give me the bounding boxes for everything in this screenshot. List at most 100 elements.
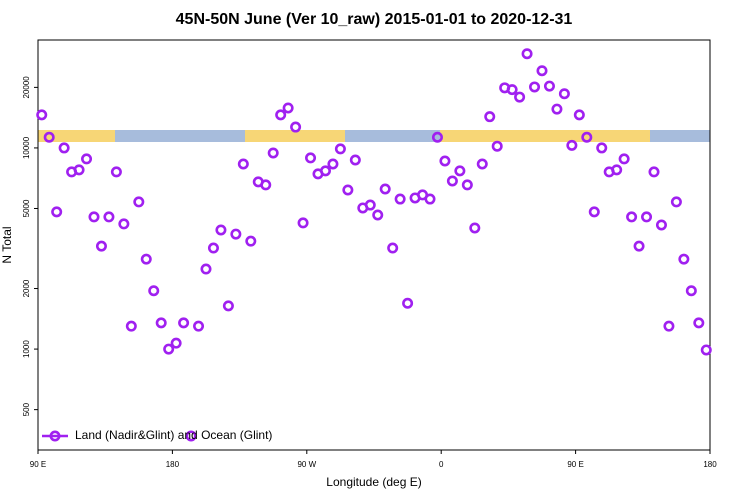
data-point [215,224,227,236]
data-point [633,240,645,252]
data-point [267,147,279,159]
x-tick-label: 0 [439,460,444,469]
data-point [693,317,705,329]
x-tick-label: 180 [703,460,717,469]
data-point [163,343,175,355]
data-point [521,48,533,60]
data-point [529,81,541,93]
data-point [282,102,294,114]
data-point [364,199,376,211]
land-band [245,130,345,142]
plot-frame [37,39,711,451]
legend-label: Land (Nadir&Glint) and Ocean (Glint) [75,428,272,442]
data-point [43,131,55,143]
ocean-band [345,130,440,142]
data-point [461,179,473,191]
data-point [110,166,122,178]
data-point [342,184,354,196]
data-point [349,154,361,166]
data-point [700,344,712,356]
data-point [193,320,205,332]
y-tick-label: 20000 [22,76,31,99]
data-point [103,211,115,223]
data-point [200,263,212,275]
y-tick-label: 1000 [22,340,31,358]
data-point [611,164,623,176]
data-point [566,139,578,151]
data-point [506,84,518,96]
data-point [581,131,593,143]
data-point [140,253,152,265]
data-point [297,217,309,229]
data-point [491,140,503,152]
data-point [222,300,234,312]
chart-title: 45N-50N June (Ver 10_raw) 2015-01-01 to … [176,11,573,28]
ocean-band [650,130,710,142]
data-point [148,285,160,297]
y-tick-label: 10000 [22,136,31,159]
data-point [36,109,48,121]
data-point [678,253,690,265]
data-point [327,158,339,170]
x-tick-label: 180 [166,460,180,469]
y-tick-label: 2000 [22,279,31,297]
data-point [626,211,638,223]
x-axis-label: Longitude (deg E) [326,475,421,489]
data-point [319,165,331,177]
land-band [38,130,115,142]
ocean-band [115,130,245,142]
data-point [81,153,93,165]
x-tick-label: 90 E [567,460,583,469]
data-point [207,242,219,254]
data-point [155,317,167,329]
y-tick-label: 500 [22,402,31,416]
data-point [290,121,302,133]
data-point [237,158,249,170]
data-point [387,242,399,254]
data-point [51,206,63,218]
data-point [454,165,466,177]
data-point [275,109,287,121]
data-point [260,179,272,191]
data-point [439,155,451,167]
data-point [118,218,130,230]
data-point [95,240,107,252]
y-axis-label: N Total [0,226,14,263]
y-tick-label: 5000 [22,199,31,217]
data-point [178,317,190,329]
data-point [58,142,70,154]
data-point [379,183,391,195]
data-point [685,285,697,297]
data-point [514,91,526,103]
data-point [536,65,548,77]
data-point [185,430,197,442]
data-point [655,219,667,231]
data-point [334,143,346,155]
data-point [394,193,406,205]
data-point [133,196,145,208]
surface-strip [38,130,710,142]
data-point [484,111,496,123]
data-point [476,158,488,170]
data-point [446,175,458,187]
data-point [305,152,317,164]
data-point [230,228,242,240]
data-point [125,320,137,332]
land-band [440,130,650,142]
data-point [402,297,414,309]
data-point [663,320,675,332]
legend-marker [49,430,61,442]
data-point [648,166,660,178]
data-point [245,235,257,247]
data-point [170,337,182,349]
data-point [558,88,570,100]
data-point [88,211,100,223]
data-point [618,153,630,165]
data-point [641,211,653,223]
data-point [424,193,436,205]
data-point [551,103,563,115]
data-point [670,196,682,208]
data-point [469,222,481,234]
data-point [573,109,585,121]
